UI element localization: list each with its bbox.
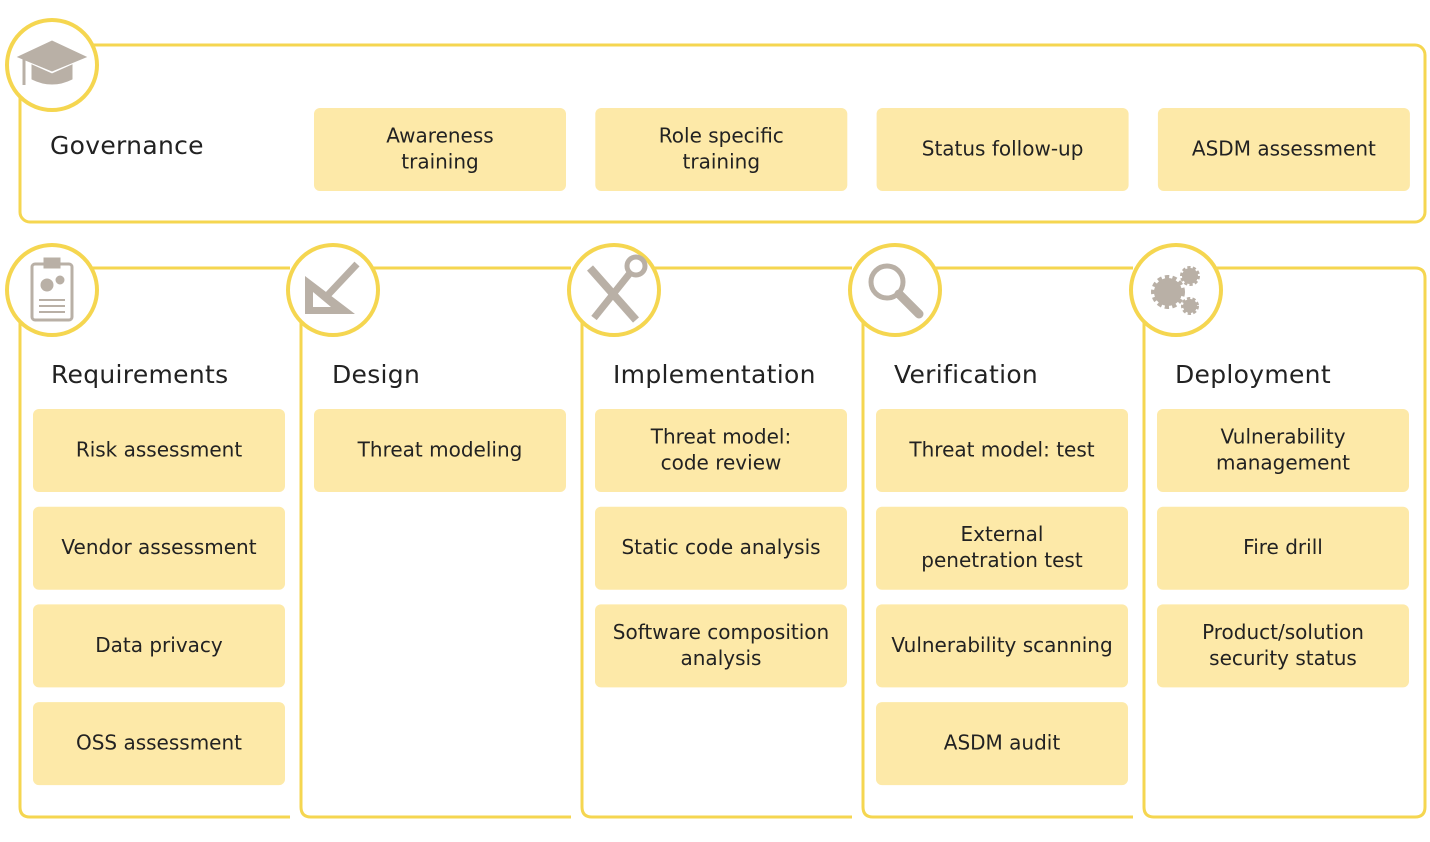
icon <box>1151 266 1200 315</box>
item-label: OSS assessment <box>76 731 242 755</box>
item-label: Static code analysis <box>621 535 820 559</box>
item-box <box>876 108 1129 191</box>
column-title: Deployment <box>1175 360 1331 389</box>
item-box <box>314 108 566 191</box>
icon-shape <box>868 263 906 301</box>
icon-shape <box>894 289 924 319</box>
item-label: Vulnerability scanning <box>891 633 1112 657</box>
item-box <box>1157 506 1409 590</box>
item-box <box>595 108 848 191</box>
icon-shape <box>1151 275 1185 309</box>
item-label: ASDM audit <box>944 731 1061 755</box>
icon <box>30 257 74 322</box>
icon <box>16 40 88 85</box>
item-box <box>595 604 847 688</box>
item-box <box>33 604 285 688</box>
icon <box>587 254 648 323</box>
icon-shape <box>55 275 65 285</box>
item-label: Threat model: <box>650 425 791 449</box>
item-label: Data privacy <box>95 633 223 657</box>
column-title: Requirements <box>51 360 228 389</box>
item-label: training <box>683 150 760 174</box>
icon-shape <box>1180 266 1200 286</box>
icon-shape <box>16 40 88 72</box>
item-label: ASDM assessment <box>1192 137 1376 161</box>
icon <box>305 261 360 314</box>
item-box <box>595 506 847 590</box>
item-box <box>314 409 566 492</box>
item-label: penetration test <box>921 548 1083 572</box>
item-label: Role specific <box>659 124 784 148</box>
column-panel <box>299 266 571 819</box>
icon-ring <box>5 243 99 337</box>
item-box <box>33 702 285 786</box>
governance-title: Governance <box>50 131 204 160</box>
item-label: analysis <box>681 646 762 670</box>
item-box <box>595 409 847 492</box>
item-box <box>876 604 1128 688</box>
item-label: security status <box>1209 646 1357 670</box>
item-label: Vendor assessment <box>61 535 256 559</box>
icon-shape <box>1181 297 1199 315</box>
icon-shape <box>624 254 648 278</box>
item-box <box>876 409 1128 492</box>
item-label: training <box>401 150 478 174</box>
item-box <box>33 506 285 590</box>
item-box <box>33 409 285 492</box>
column-title: Implementation <box>613 360 816 389</box>
icon-shape <box>43 257 61 269</box>
item-label: External <box>961 522 1044 546</box>
item-label: Vulnerability <box>1220 425 1345 449</box>
item-label: Threat model: test <box>908 438 1094 462</box>
item-label: management <box>1216 451 1350 475</box>
icon-shape <box>591 265 637 321</box>
item-label: code review <box>661 451 782 475</box>
item-label: Product/solution <box>1202 620 1364 644</box>
item-box <box>1157 604 1409 688</box>
item-label: Fire drill <box>1243 535 1323 559</box>
column-title: Verification <box>894 360 1038 389</box>
icon-shape <box>31 64 73 85</box>
item-box <box>1157 409 1409 492</box>
item-box <box>876 702 1128 786</box>
item-box <box>1157 108 1410 191</box>
item-label: Software composition <box>613 620 829 644</box>
icon <box>868 263 924 319</box>
item-label: Status follow-up <box>922 137 1084 161</box>
column-title: Design <box>332 360 420 389</box>
item-label: Awareness <box>386 124 493 148</box>
item-label: Threat modeling <box>357 438 523 462</box>
icon-shape <box>40 278 54 292</box>
item-label: Risk assessment <box>76 438 243 462</box>
icon-shape <box>322 261 360 301</box>
item-box <box>876 506 1128 590</box>
governance-panel <box>18 43 1427 224</box>
